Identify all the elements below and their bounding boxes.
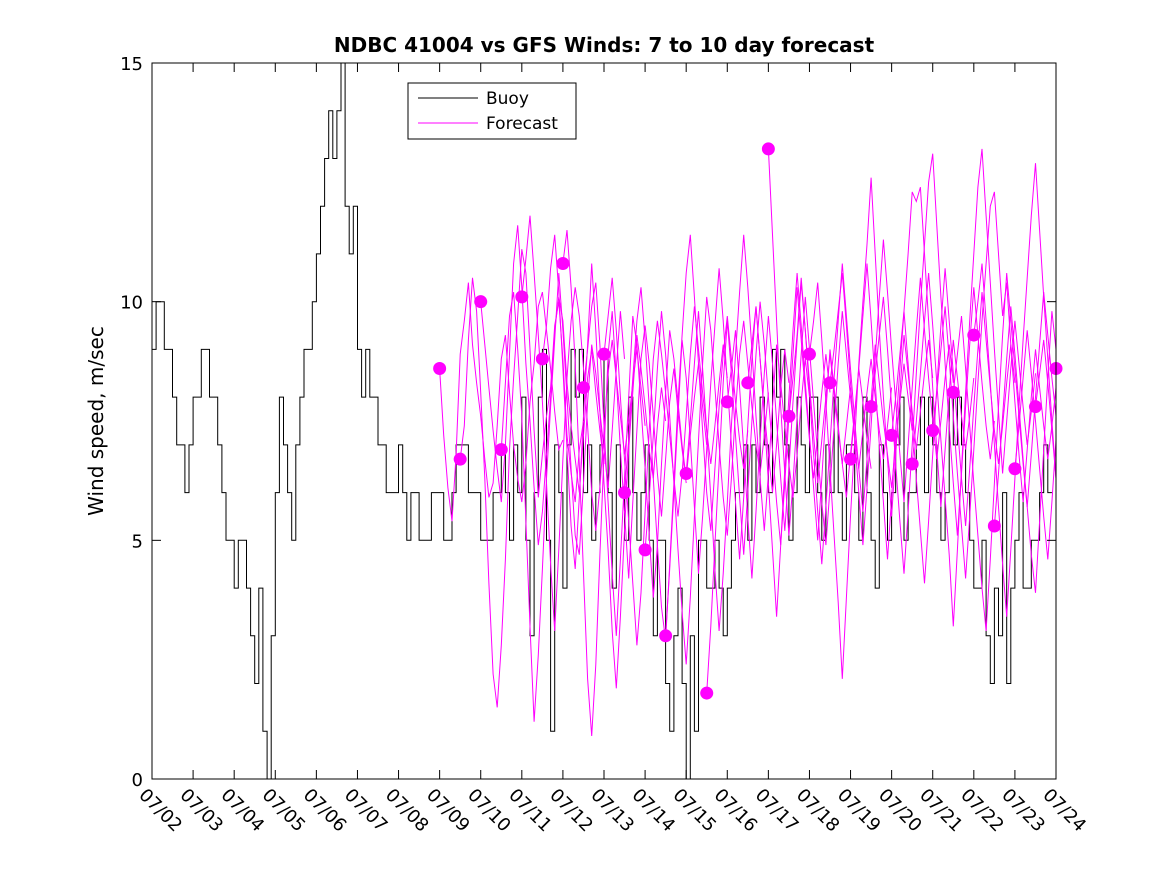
forecast-marker	[1028, 400, 1042, 414]
x-tick-label: 07/24	[1038, 785, 1090, 837]
forecast-marker	[659, 629, 673, 643]
x-tick-label: 07/09	[422, 785, 474, 837]
x-tick-label: 07/05	[258, 785, 310, 837]
forecast-marker	[618, 486, 632, 500]
forecast-marker	[946, 385, 960, 399]
y-axis-label: Wind speed, m/sec	[84, 326, 108, 516]
forecast-marker	[987, 519, 1001, 533]
forecast-marker	[638, 543, 652, 557]
forecast-line-25	[952, 272, 1056, 632]
legend: Buoy Forecast	[407, 82, 577, 140]
x-tick-label: 07/19	[833, 785, 885, 837]
x-tick-label: 07/18	[792, 785, 844, 837]
forecast-marker-layer	[433, 142, 1063, 700]
x-tick-label: 07/17	[751, 785, 803, 837]
x-tick-label: 07/16	[710, 785, 762, 837]
forecast-marker	[700, 686, 714, 700]
forecast-marker	[597, 347, 611, 361]
x-tick-label: 07/07	[340, 785, 392, 837]
forecast-line-11	[665, 268, 790, 636]
forecast-line-0	[439, 282, 564, 522]
y-tick-label: 0	[132, 770, 143, 791]
forecast-marker	[1008, 462, 1022, 476]
forecast-marker	[967, 328, 981, 342]
forecast-marker	[556, 256, 570, 270]
forecast-line-1	[459, 249, 584, 708]
y-tick-label: 5	[132, 531, 143, 552]
forecast-marker	[761, 142, 775, 156]
x-tick-label: 07/02	[134, 785, 186, 837]
forecast-marker	[864, 400, 878, 414]
forecast-line-5	[541, 234, 667, 689]
forecast-marker	[576, 381, 590, 395]
forecast-marker	[926, 424, 940, 438]
forecast-line-17	[788, 263, 913, 565]
x-tick-label: 07/06	[299, 785, 351, 837]
forecast-marker	[679, 467, 693, 481]
legend-box	[407, 82, 577, 140]
y-axis: 0 5 10 15	[120, 54, 1056, 791]
x-axis: 07/0207/0307/0407/0507/0607/0707/0807/09…	[134, 63, 1090, 836]
forecast-marker	[535, 352, 549, 366]
forecast-marker	[782, 409, 796, 423]
x-tick-label: 07/13	[586, 785, 638, 837]
forecast-line-16	[767, 148, 893, 546]
legend-buoy-label: Buoy	[486, 89, 529, 109]
forecast-line-10	[644, 296, 769, 665]
forecast-line-9	[624, 234, 749, 641]
forecast-line-27	[993, 306, 1056, 593]
forecast-line-18	[809, 177, 934, 679]
forecast-line-19	[829, 239, 954, 546]
forecast-marker	[474, 295, 488, 309]
x-tick-label: 07/12	[545, 785, 597, 837]
x-tick-label: 07/14	[628, 785, 680, 837]
forecast-series-layer	[439, 148, 1056, 737]
forecast-line-2	[480, 225, 605, 546]
forecast-marker	[453, 452, 467, 466]
x-tick-label: 07/08	[381, 785, 433, 837]
x-tick-label: 07/10	[463, 785, 515, 837]
x-tick-label: 07/22	[956, 785, 1008, 837]
x-tick-label: 07/03	[176, 785, 228, 837]
forecast-line-28	[1014, 330, 1056, 560]
forecast-marker	[433, 361, 447, 375]
forecast-marker	[494, 443, 508, 457]
legend-forecast-label: Forecast	[486, 114, 558, 134]
forecast-marker	[802, 347, 816, 361]
forecast-marker	[741, 376, 755, 390]
forecast-line-21	[870, 153, 995, 574]
forecast-marker	[515, 290, 529, 304]
forecast-marker	[885, 428, 899, 442]
x-tick-label: 07/15	[669, 785, 721, 837]
forecast-marker	[844, 452, 858, 466]
chart-title: NDBC 41004 vs GFS Winds: 7 to 10 day for…	[334, 33, 875, 57]
forecast-marker	[823, 376, 837, 390]
x-tick-label: 07/04	[217, 785, 269, 837]
buoy-series-layer	[152, 63, 1052, 779]
forecast-line-30	[1055, 364, 1056, 369]
x-tick-label: 07/23	[997, 785, 1049, 837]
x-tick-label: 07/20	[874, 785, 926, 837]
forecast-line-22	[891, 268, 1016, 584]
forecast-line-26	[973, 163, 1056, 617]
x-tick-label: 07/21	[915, 785, 967, 837]
buoy-line	[152, 63, 1052, 779]
forecast-marker	[720, 395, 734, 409]
forecast-marker	[905, 457, 919, 471]
y-tick-label: 10	[120, 293, 143, 314]
forecast-line-6	[562, 230, 687, 737]
y-tick-label: 15	[120, 54, 143, 75]
forecast-line-20	[850, 186, 975, 560]
x-tick-label: 07/11	[504, 785, 556, 837]
forecast-line-23	[911, 148, 1036, 627]
forecast-line-24	[932, 191, 1056, 579]
